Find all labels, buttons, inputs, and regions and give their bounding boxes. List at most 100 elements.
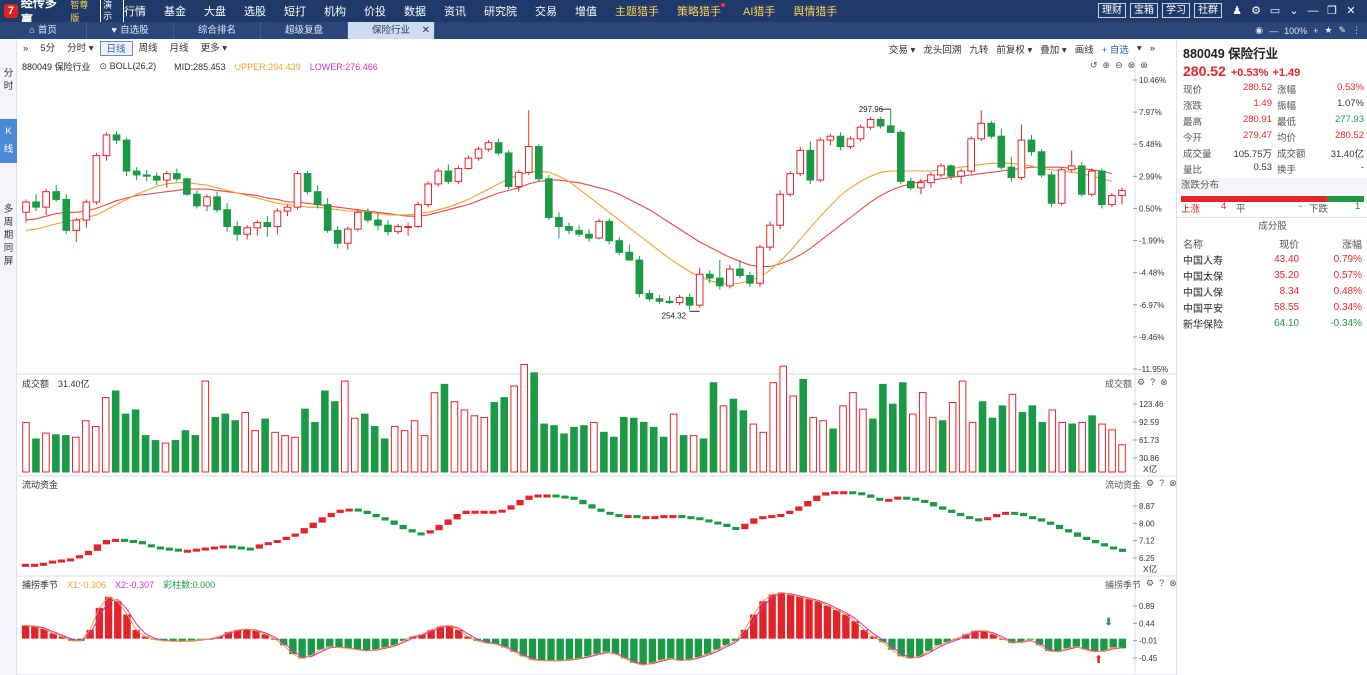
menu-item-6[interactable]: 价投 [364,6,386,18]
menu-item-3[interactable]: 选股 [244,6,266,18]
y-tick-label: 0.44 [1139,619,1155,628]
zoom-in-icon[interactable]: ⊕ [1102,60,1111,70]
help-icon[interactable]: ? [1159,578,1165,588]
period-6[interactable]: 更多 ▾ [200,43,227,54]
close-icon[interactable]: ✕ [1346,5,1356,17]
menu-item-1[interactable]: 基金 [164,6,186,18]
zoom-in-icon[interactable]: + [1313,25,1319,36]
menu-item-7[interactable]: 数据 [404,6,426,18]
window-icon[interactable]: ▭ [1269,5,1281,17]
chart-tool-0[interactable]: 交易 ▾ [888,44,916,56]
help-icon[interactable]: ? [1159,478,1165,488]
chart-tool-3[interactable]: 前复权 ▾ [996,44,1033,56]
cycle-bar [630,638,638,663]
component-row[interactable]: 中国人保 8.34 0.48% [1177,283,1367,299]
close-icon[interactable]: ⊗ [1169,578,1177,588]
gear-icon[interactable]: ⚙ [1137,377,1146,387]
chart-tool-6[interactable]: + 自选 [1101,44,1129,56]
top-button-0[interactable]: 理财 [1098,3,1126,18]
menu-item-14[interactable]: AI猎手 [743,6,776,18]
close-icon[interactable]: ⊗ [1160,377,1168,387]
settings-icon[interactable]: ⊗ [1127,60,1136,70]
menu-item-11[interactable]: 增值 [575,6,597,18]
candle-body [52,191,61,200]
period-1[interactable]: 5分 [40,43,56,54]
tab-1[interactable]: ♥ 自选股 [87,22,174,39]
refresh-icon[interactable]: ↺ [1090,60,1098,70]
user-icon[interactable]: ♟ [1232,5,1242,17]
chart-tool-5[interactable]: 画线 [1074,44,1094,56]
cycle-bar [814,601,822,639]
close-icon[interactable]: ⊗ [1169,478,1177,488]
zoom-out-icon[interactable]: — [1269,25,1279,36]
chart-tool-1[interactable]: 龙头回溯 [923,44,962,56]
cycle-bar [584,638,592,657]
tab-4[interactable]: 保险行业 ✕ [348,22,435,39]
tab-icon: ⌂ [29,25,35,36]
chart-area[interactable]: 10.46% 7.97% 5.48% 2.99% 0.50% -1.99% -4.48% -6… [17,56,1176,675]
period-5[interactable]: 月线 [169,43,189,54]
menu-item-13[interactable]: 策略猎手 [677,3,725,19]
zoom-out-icon[interactable]: ⊖ [1115,60,1123,70]
menu-item-2[interactable]: 大盘 [204,6,226,18]
settings-icon[interactable]: ⚙ [1251,5,1261,17]
menu-item-5[interactable]: 机构 [324,6,346,18]
component-row[interactable]: 中国人寿 43.40 0.79% [1177,251,1367,267]
chart-tool-8[interactable]: » [1149,43,1155,54]
zoom-level[interactable]: 100% [1284,25,1308,36]
chevron-down-icon[interactable]: ⌄ [1289,5,1299,17]
menu-item-0[interactable]: 行情 [124,6,146,18]
star-icon[interactable]: ★ [1324,25,1333,35]
close-icon[interactable]: ⊗ [1140,60,1148,70]
menu-item-15[interactable]: 舆情猎手 [793,6,838,18]
tab-2[interactable]: 综合排名 [174,22,261,39]
period-3[interactable]: 日线 [99,41,133,56]
top-button-2[interactable]: 学习 [1162,3,1190,18]
fund-bar [219,545,227,549]
left-nav-2[interactable]: 多周期同屏 [0,199,17,272]
cycle-bar [556,638,564,661]
cycle-bar [261,634,269,639]
volume-bar [610,436,618,473]
gear-icon[interactable]: ⚙ [1146,578,1155,588]
cycle-bar [897,638,905,657]
menu-item-8[interactable]: 资讯 [444,6,466,18]
component-row[interactable]: 新华保险 64.10 -0.34% [1177,315,1367,331]
minimize-icon[interactable]: — [1307,4,1319,17]
restore-icon[interactable]: ❐ [1327,5,1337,17]
gear-icon[interactable]: ⚙ [1146,478,1155,488]
tab-0[interactable]: ⌂ 首页 [0,22,87,39]
component-row[interactable]: 中国太保 35.20 0.57% [1177,267,1367,283]
left-nav-1[interactable]: K线 [0,119,17,163]
period-0[interactable]: » [23,43,29,54]
fund-bar [849,491,857,495]
fund-bar [111,538,120,542]
fund-bar [840,491,848,495]
menu-item-4[interactable]: 短打 [284,6,306,18]
candle-body [766,224,774,248]
volume-bar [32,438,40,473]
menu-item-12[interactable]: 主题猎手 [615,6,659,18]
menu-item-10[interactable]: 交易 [535,6,557,18]
settings-dot-icon[interactable]: ◉ [1255,25,1264,35]
more-icon[interactable]: ⋮ [1352,25,1361,35]
component-row[interactable]: 中国平安 58.55 0.34% [1177,299,1367,315]
components-table: 名称 现价 涨幅 中国人寿 43.40 0.79% 中国太保 35.20 0.57% 中国人… [1177,235,1367,331]
chart-tool-2[interactable]: 九转 [969,44,989,56]
chart-tool-4[interactable]: 叠加 ▾ [1040,44,1067,56]
volume-bar [1088,415,1096,473]
help-icon[interactable]: ? [1150,377,1156,387]
top-button-3[interactable]: 社群 [1194,3,1222,18]
period-4[interactable]: 周线 [138,43,158,54]
chart-tool-7[interactable]: ▾ [1136,43,1142,54]
period-2[interactable]: 分时 ▾ [67,43,94,54]
tab-3[interactable]: 超级复盘 [261,22,348,39]
top-button-1[interactable]: 宝箱 [1130,3,1158,18]
menu-item-9[interactable]: 研究院 [484,6,517,18]
close-tab-icon[interactable]: ✕ [421,25,430,36]
volume-bar [191,435,200,473]
volume-bar [1068,423,1076,473]
indicator-name[interactable]: ⊙ BOLL(26,2) [99,61,157,71]
edit-icon[interactable]: ✎ [1338,25,1346,35]
left-nav-0[interactable]: 分时 [0,63,17,97]
